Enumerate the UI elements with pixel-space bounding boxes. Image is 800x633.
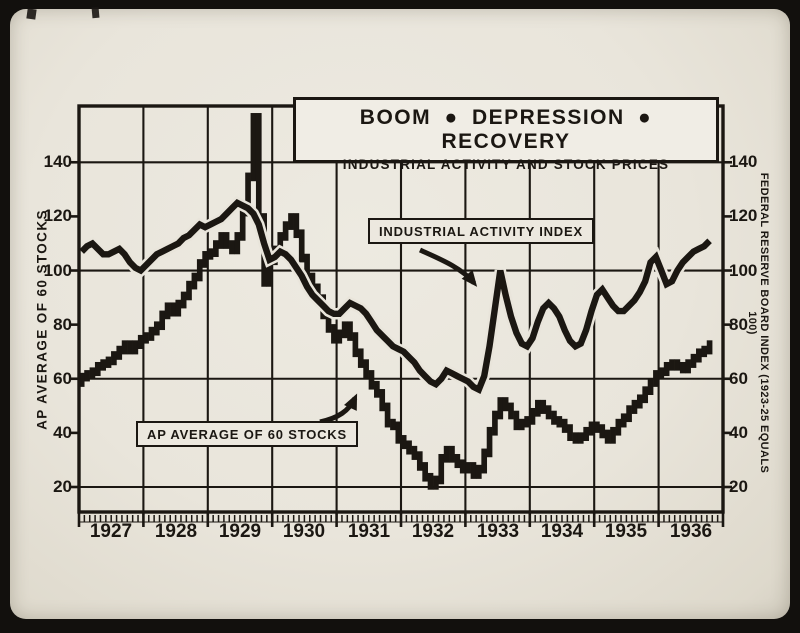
photo-blemish (26, 8, 37, 20)
y-axis-label-right-60: 60 (729, 368, 748, 388)
y-axis-label-left-80: 80 (53, 314, 72, 334)
y-axis-label-left-100: 100 (43, 260, 72, 280)
chart-subtitle: INDUSTRIAL ACTIVITY AND STOCK PRICES (342, 157, 670, 172)
x-axis-year-label-1936: 1936 (669, 521, 713, 542)
y-axis-label-left-20: 20 (53, 477, 72, 496)
y-axis-label-left-120: 120 (43, 206, 72, 226)
y-axis-label-right-100: 100 (729, 260, 758, 280)
ap-average-60-stocks-callout: AP AVERAGE OF 60 STOCKS (136, 421, 358, 447)
x-axis-year-label-1928: 1928 (154, 521, 198, 542)
x-axis-year-label-1932: 1932 (411, 521, 455, 542)
y-axis-label-left-60: 60 (53, 368, 72, 388)
chart-title: BOOM ● DEPRESSION ● RECOVERY (359, 106, 653, 153)
y-axis-label-left-140: 140 (43, 152, 72, 172)
y-axis-label-right-120: 120 (729, 206, 758, 226)
x-axis-year-label-1931: 1931 (347, 521, 391, 542)
x-axis-year-label-1930: 1930 (282, 521, 326, 542)
x-axis-year-label-1927: 1927 (89, 521, 133, 542)
chart-title-box: BOOM ● DEPRESSION ● RECOVERY INDUSTRIAL … (293, 97, 719, 172)
industrial-activity-index-callout: INDUSTRIAL ACTIVITY INDEX (368, 218, 594, 244)
x-axis-year-label-1934: 1934 (540, 521, 584, 542)
y-axis-label-right-80: 80 (729, 314, 748, 334)
photo-blemish (91, 6, 100, 19)
y-axis-label-right-40: 40 (729, 422, 748, 442)
x-axis-year-label-1935: 1935 (604, 521, 648, 542)
x-axis-year-label-1929: 1929 (218, 521, 262, 542)
y-axis-label-right-20: 20 (729, 477, 748, 496)
x-axis-year-label-1933: 1933 (476, 521, 520, 542)
y-axis-label-left-40: 40 (53, 422, 72, 442)
y-axis-label-right-140: 140 (729, 152, 758, 172)
